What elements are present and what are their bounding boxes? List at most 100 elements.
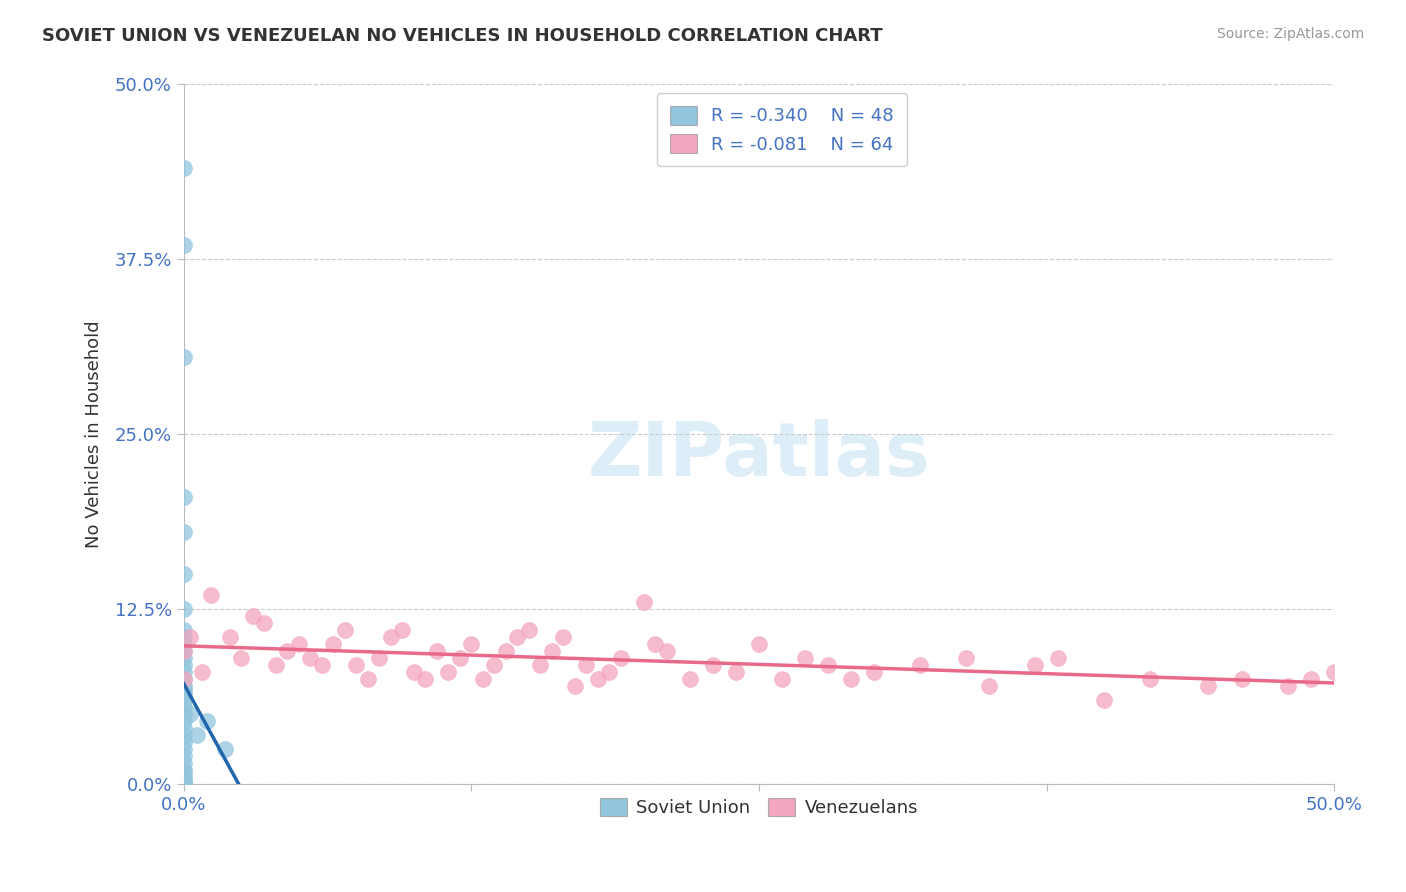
Point xyxy=(231,651,253,665)
Point xyxy=(460,637,482,651)
Point xyxy=(908,658,931,673)
Point xyxy=(413,673,436,687)
Point xyxy=(311,658,333,673)
Point xyxy=(186,728,208,742)
Point xyxy=(173,351,195,365)
Text: Source: ZipAtlas.com: Source: ZipAtlas.com xyxy=(1216,27,1364,41)
Point xyxy=(173,161,195,176)
Point xyxy=(173,777,195,791)
Point xyxy=(173,773,195,788)
Point xyxy=(1024,658,1046,673)
Point xyxy=(214,742,236,756)
Point xyxy=(173,742,195,756)
Point xyxy=(1277,680,1299,694)
Point xyxy=(633,595,655,609)
Point xyxy=(173,771,195,785)
Point xyxy=(173,673,195,687)
Point xyxy=(1232,673,1254,687)
Point xyxy=(264,658,287,673)
Point xyxy=(173,777,195,791)
Point xyxy=(173,525,195,540)
Point xyxy=(276,644,298,658)
Point xyxy=(553,631,575,645)
Point xyxy=(173,777,195,791)
Point xyxy=(333,624,356,638)
Point xyxy=(839,673,862,687)
Point xyxy=(173,777,195,791)
Point xyxy=(287,637,309,651)
Point xyxy=(173,766,195,780)
Point xyxy=(173,777,195,791)
Point xyxy=(173,777,195,791)
Point xyxy=(702,658,724,673)
Point xyxy=(368,651,391,665)
Point xyxy=(179,631,201,645)
Point xyxy=(179,707,201,722)
Point xyxy=(299,651,322,665)
Text: SOVIET UNION VS VENEZUELAN NO VEHICLES IN HOUSEHOLD CORRELATION CHART: SOVIET UNION VS VENEZUELAN NO VEHICLES I… xyxy=(42,27,883,45)
Point xyxy=(437,665,460,680)
Point xyxy=(426,644,449,658)
Point xyxy=(863,665,886,680)
Point xyxy=(173,714,195,729)
Point xyxy=(1139,673,1161,687)
Point xyxy=(173,238,195,252)
Point xyxy=(586,673,609,687)
Point xyxy=(644,637,666,651)
Point xyxy=(484,658,506,673)
Point xyxy=(1323,665,1346,680)
Point xyxy=(173,637,195,651)
Point xyxy=(173,644,195,658)
Point xyxy=(173,680,195,694)
Point xyxy=(173,777,195,791)
Point xyxy=(955,651,977,665)
Point xyxy=(173,756,195,771)
Point xyxy=(655,644,678,658)
Point xyxy=(173,658,195,673)
Point xyxy=(173,682,195,697)
Point xyxy=(1092,693,1115,707)
Point xyxy=(794,651,817,665)
Point xyxy=(380,631,402,645)
Point xyxy=(218,631,240,645)
Point xyxy=(1301,673,1323,687)
Point xyxy=(817,658,839,673)
Point xyxy=(541,644,564,658)
Point xyxy=(173,690,195,704)
Point xyxy=(724,665,747,680)
Point xyxy=(173,777,195,791)
Point xyxy=(173,722,195,736)
Point xyxy=(173,764,195,778)
Point xyxy=(173,602,195,616)
Point xyxy=(517,624,540,638)
Point xyxy=(173,749,195,764)
Point xyxy=(506,631,529,645)
Point xyxy=(402,665,425,680)
Point xyxy=(173,700,195,714)
Point xyxy=(173,693,195,707)
Point xyxy=(344,658,367,673)
Point xyxy=(242,609,264,624)
Point xyxy=(173,777,195,791)
Point xyxy=(449,651,471,665)
Point xyxy=(770,673,793,687)
Point xyxy=(191,665,214,680)
Point xyxy=(173,777,195,791)
Y-axis label: No Vehicles in Household: No Vehicles in Household xyxy=(86,320,103,549)
Point xyxy=(173,491,195,505)
Point xyxy=(173,665,195,680)
Point xyxy=(322,637,344,651)
Point xyxy=(1047,651,1070,665)
Point xyxy=(610,651,633,665)
Legend: Soviet Union, Venezuelans: Soviet Union, Venezuelans xyxy=(593,790,925,824)
Point xyxy=(173,567,195,582)
Point xyxy=(173,686,195,700)
Point xyxy=(173,735,195,749)
Point xyxy=(173,651,195,665)
Point xyxy=(564,680,586,694)
Point xyxy=(173,644,195,658)
Point xyxy=(173,777,195,791)
Point xyxy=(679,673,702,687)
Point xyxy=(195,714,218,729)
Point xyxy=(391,624,413,638)
